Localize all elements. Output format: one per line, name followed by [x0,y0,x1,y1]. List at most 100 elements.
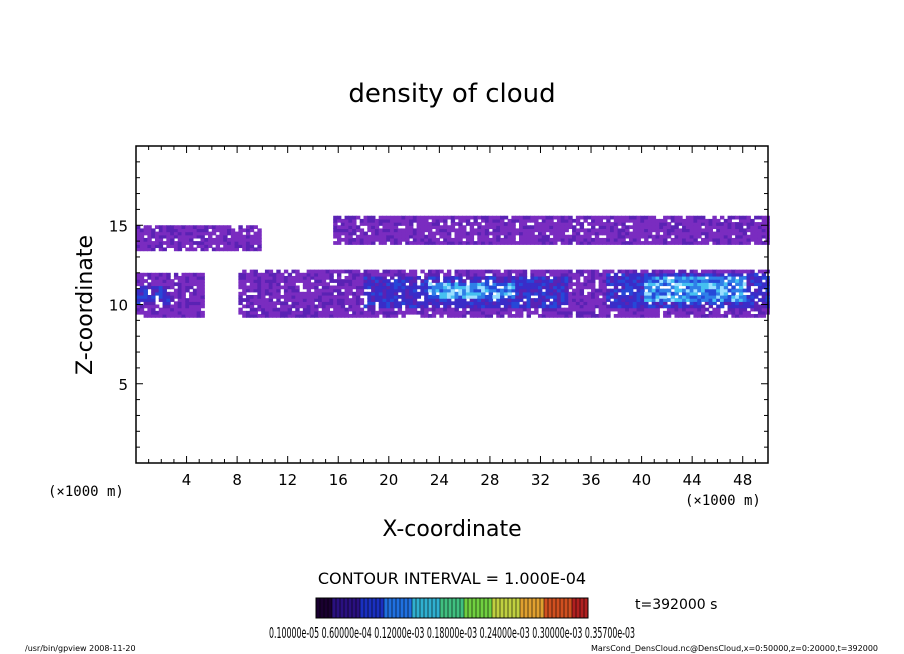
density-cell [473,231,478,236]
density-cell [143,272,148,277]
density-cell [314,307,319,312]
density-cell [587,231,592,236]
density-cell [162,310,167,315]
density-cell [757,234,763,239]
density-cell [537,228,543,233]
density-cell [208,244,213,249]
density-cell [761,314,767,318]
density-cell [253,237,258,242]
density-cell [386,310,391,315]
density-cell [591,291,596,296]
density-cell [439,298,444,302]
density-cell [401,288,406,293]
density-cell [462,301,467,306]
density-cell [689,228,695,233]
density-cell [139,307,145,312]
density-cell [617,269,622,274]
density-cell [507,288,513,293]
density-cell [189,298,194,302]
density-cell [249,269,255,274]
density-cell [154,310,160,315]
density-cell [151,244,156,249]
density-cell [484,301,490,306]
density-cell [295,288,300,293]
density-cell [632,307,638,312]
density-cell [640,222,645,226]
colorbar-band [496,598,500,618]
density-cell [727,294,732,299]
density-cell [647,310,653,315]
density-cell [340,282,346,287]
density-cell [154,275,160,280]
density-cell [610,228,615,233]
density-cell [484,294,490,299]
density-cell [488,285,494,290]
density-cell [530,301,535,306]
density-cell [295,294,300,299]
density-cell [412,298,418,302]
density-cell [458,291,463,296]
density-cell [579,282,585,287]
density-cell [154,234,160,239]
density-cell [621,237,626,242]
density-cell [458,275,463,280]
density-cell [507,272,513,277]
density-cell [651,279,657,283]
density-cell [446,310,452,315]
density-cell [283,269,289,274]
density-cell [518,307,524,312]
density-cell [685,285,691,290]
density-cell [336,234,342,239]
density-cell [742,301,748,306]
density-cell [401,279,406,283]
density-cell [367,269,372,274]
density-cell [302,282,308,287]
colorbar-band [456,598,460,618]
density-cell [382,231,387,236]
density-cell [754,237,759,242]
density-cell [594,298,600,302]
density-cell [181,294,186,299]
density-cell [352,269,357,274]
density-cell [617,314,622,318]
density-cell [591,228,596,233]
density-cell [515,310,520,315]
density-cell [560,218,566,223]
density-cell [314,288,319,293]
density-cell [621,285,626,290]
density-cell [268,294,274,299]
density-cell [469,225,475,230]
density-cell [355,272,361,277]
colorbar-band [560,598,564,618]
density-cell [276,301,281,306]
density-cell [591,282,596,287]
density-cell [507,310,513,315]
density-cell [405,231,410,236]
density-cell [511,282,516,287]
colorbar-band [328,598,332,618]
density-cell [750,228,755,233]
density-cell [659,234,664,239]
density-cell [625,272,630,277]
density-cell [336,269,342,274]
density-cell [344,291,349,296]
density-cell [427,225,433,230]
density-cell [185,298,190,302]
density-cell [560,228,566,233]
density-cell [515,231,520,236]
density-cell [507,234,513,239]
density-cell [147,294,152,299]
density-cell [591,279,596,283]
density-cell [154,304,160,309]
density-cell [401,231,406,236]
density-cell [697,307,702,312]
density-cell [598,288,604,293]
density-cell [477,282,482,287]
density-cell [227,241,232,245]
density-cell [651,282,657,287]
density-cell [757,225,763,230]
density-cell [465,222,471,226]
density-cell [613,241,619,245]
density-cell [287,275,293,280]
colorbar-band [552,598,556,618]
